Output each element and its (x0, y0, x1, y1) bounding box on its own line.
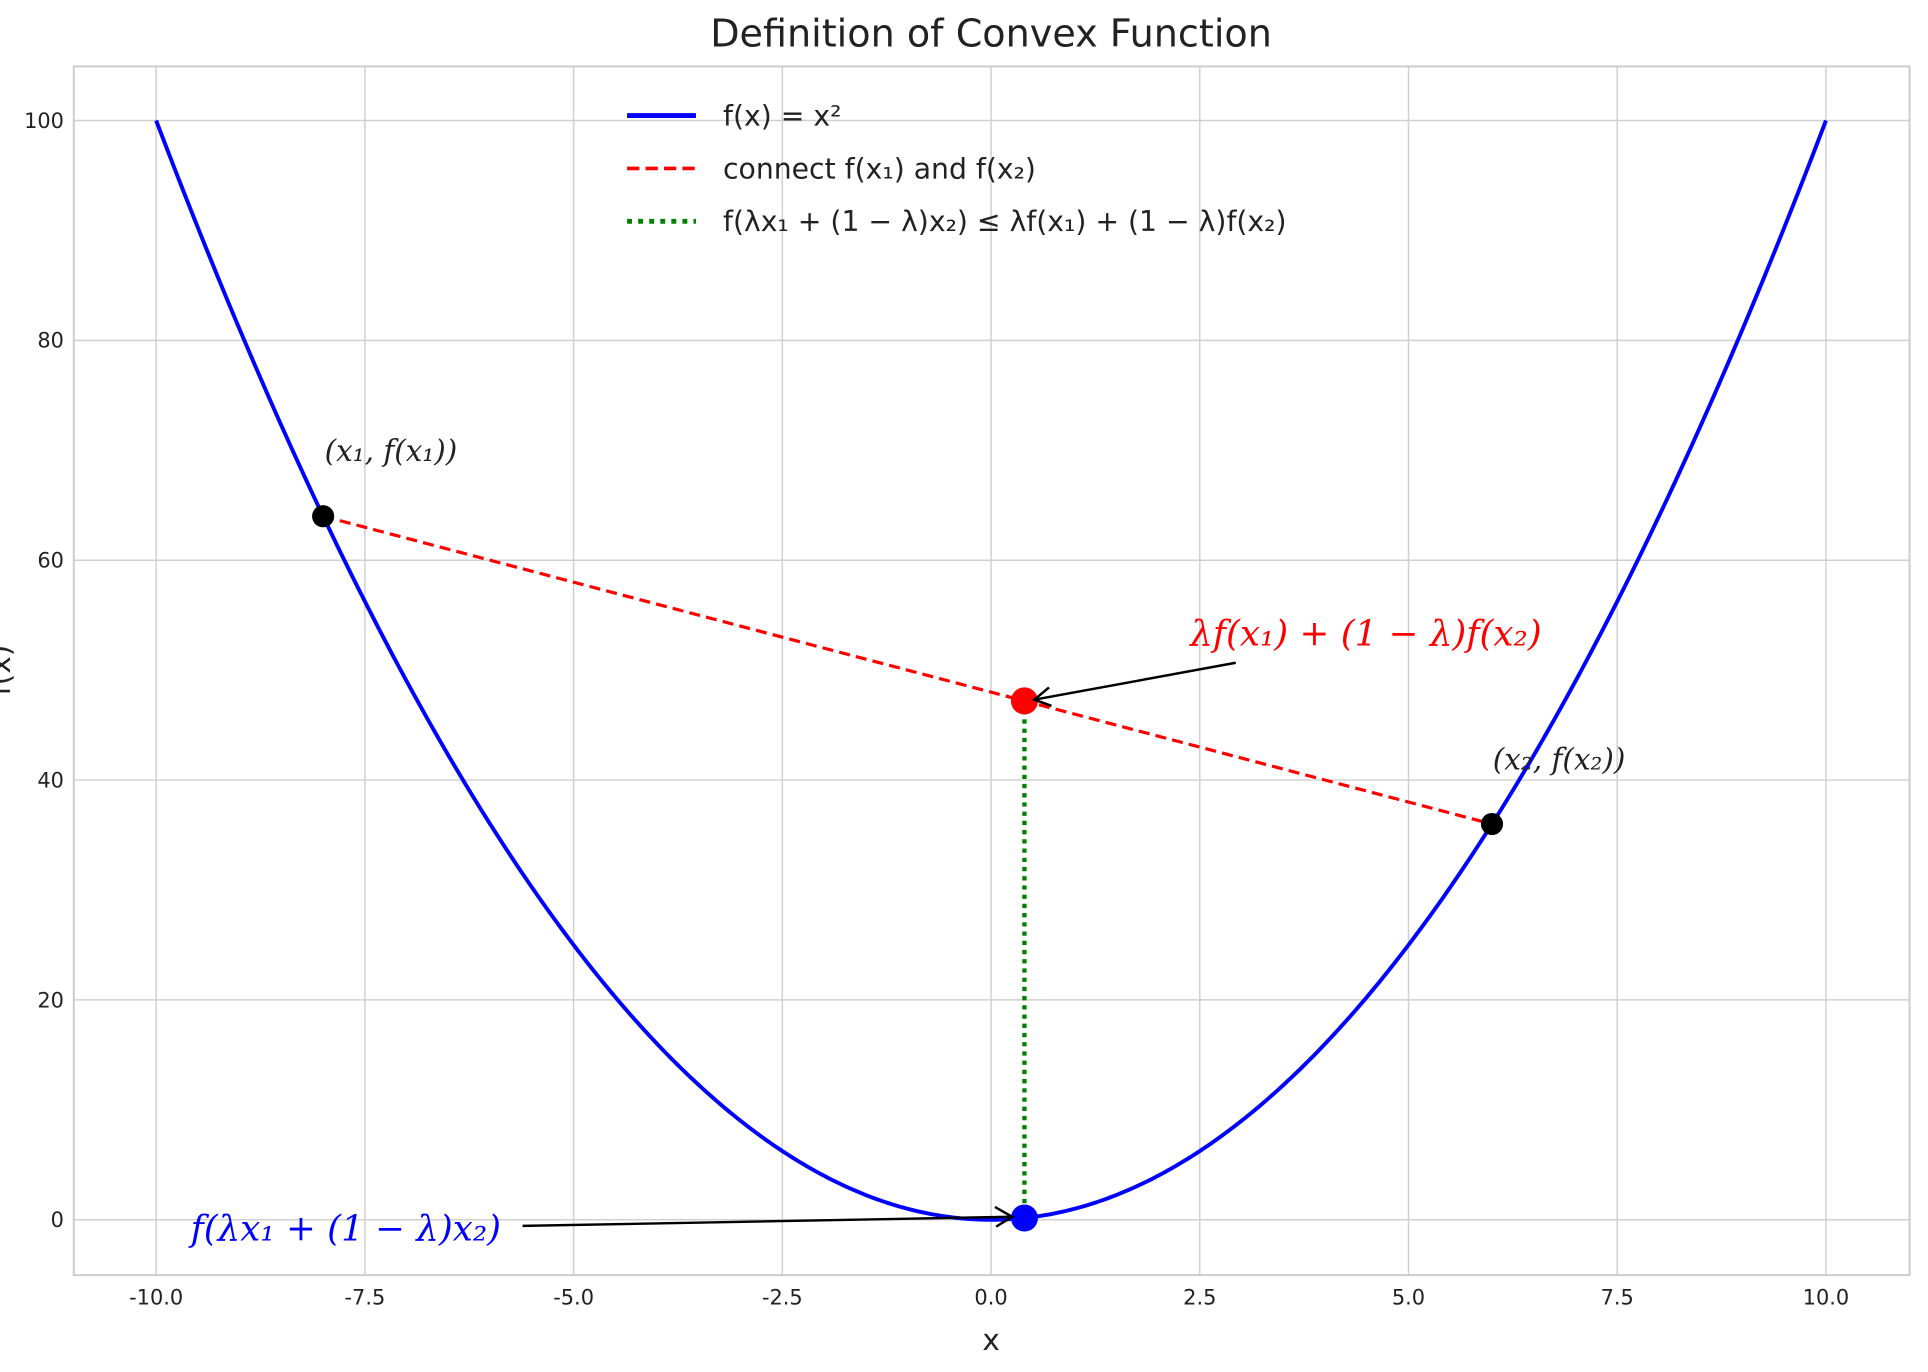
y-axis-label: f(x) (0, 645, 17, 696)
arrow-head-icon (994, 1205, 1015, 1228)
x-ticks: -10.0 -7.5 -5.0 -2.5 0.0 2.5 5.0 7.5 10.0 (129, 1286, 1849, 1310)
y-tick-label: 60 (37, 549, 64, 573)
x-tick-label: 0.0 (974, 1286, 1007, 1310)
y-tick-label: 100 (24, 109, 64, 133)
annotation-chord-value: λf(x₁) + (1 − λ)f(x₂) (1188, 614, 1541, 655)
x-tick-label: -7.5 (344, 1286, 385, 1310)
point-label-x2: (x₂, f(x₂)) (1493, 743, 1626, 777)
y-tick-label: 80 (37, 329, 64, 353)
data-point (1480, 812, 1504, 836)
x-tick-label: -2.5 (762, 1286, 803, 1310)
plot-frame (72, 65, 1911, 1277)
y-ticks: 0 20 40 60 80 100 (24, 109, 64, 1232)
x-tick-label: 7.5 (1601, 1286, 1634, 1310)
chord-line (322, 514, 1493, 826)
legend-label: f(λx₁ + (1 − λ)x₂) ≤ λf(x₁) + (1 − λ)f(x… (723, 205, 1287, 238)
legend: f(x) = x² connect f(x₁) and f(x₂) f(λx₁ + … (627, 99, 1287, 238)
arrow-head-icon (1031, 686, 1052, 707)
annotation-function-value: f(λx₁ + (1 − λ)x₂) (188, 1209, 501, 1250)
y-tick-label: 40 (37, 768, 64, 792)
legend-label: f(x) = x² (723, 99, 841, 132)
data-point (312, 505, 335, 528)
y-tick-label: 0 (51, 1208, 64, 1232)
curve-x-squared (154, 119, 1828, 1222)
grid (73, 66, 1910, 1276)
x-tick-label: 10.0 (1803, 1286, 1850, 1310)
chart-title: Definition of Convex Function (710, 12, 1272, 56)
arrow-chord (1034, 661, 1236, 701)
x-axis-label: x (982, 1323, 999, 1357)
point-label-x1: (x₁, f(x₁)) (325, 434, 458, 468)
legend-label: connect f(x₁) and f(x₂) (723, 152, 1036, 185)
x-tick-label: 5.0 (1392, 1286, 1425, 1310)
x-tick-label: -10.0 (129, 1286, 183, 1310)
y-tick-label: 20 (37, 988, 64, 1012)
data-point (1010, 1204, 1038, 1232)
annotations: (x₁, f(x₁)) (x₂, f(x₂)) λf(x₁) + (1 − λ)f(… (188, 434, 1626, 1250)
arrow-function (522, 1215, 1013, 1228)
data-point (1010, 687, 1038, 715)
plot-marks (154, 119, 1828, 1232)
x-tick-label: 2.5 (1183, 1286, 1216, 1310)
x-tick-label: -5.0 (553, 1286, 594, 1310)
